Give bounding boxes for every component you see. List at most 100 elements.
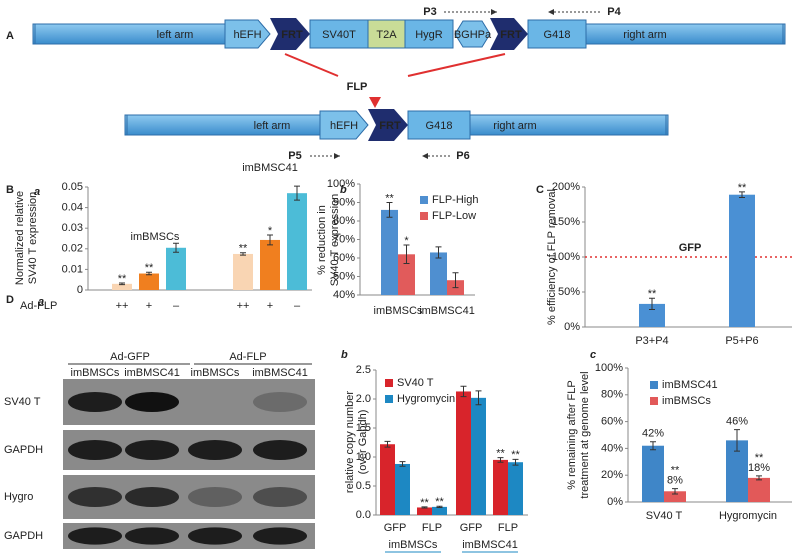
panel-label: b: [341, 349, 348, 361]
lane-label: imBMSC41: [252, 367, 308, 379]
bar: [417, 507, 432, 515]
band: [125, 487, 179, 507]
y-axis-label: % remaining after FLP: [566, 380, 578, 489]
x-tick-label: FLP: [498, 522, 518, 534]
error-bar: [399, 461, 406, 467]
y-tick-label: 50%: [558, 286, 580, 298]
group-label: imBMSCs: [131, 231, 180, 243]
element-label: BGHPa: [454, 29, 492, 41]
y-tick-label: 50%: [333, 270, 355, 282]
y-tick-label: 0.02: [62, 243, 83, 255]
gene-box: [367, 19, 406, 49]
y-tick-label: 1.0: [356, 451, 371, 463]
error-bar: [403, 244, 410, 265]
significance: **: [496, 447, 505, 459]
error-bar: [173, 242, 179, 253]
y-tick-label: 40%: [601, 442, 623, 454]
y-axis-label: % reduction in: [316, 205, 328, 275]
x-tick-label: ++: [237, 300, 250, 312]
band: [253, 392, 307, 412]
error-bar: [649, 297, 655, 310]
x-tick-label: SV40 T: [646, 510, 683, 522]
legend-swatch: [420, 212, 428, 220]
element-label: FRT: [379, 120, 401, 132]
error-bar: [460, 385, 467, 398]
y-axis-label: Normalized relative: [14, 191, 26, 285]
value-label: 42%: [642, 428, 664, 440]
legend-label: Hygromycin: [397, 393, 455, 405]
band: [125, 527, 179, 545]
group-label: imBMSC41: [462, 539, 518, 551]
error-bar: [497, 457, 504, 463]
promoter: [319, 110, 369, 140]
gene-box: [404, 19, 454, 49]
legend-label: SV40 T: [397, 377, 434, 389]
panel-label: D: [6, 294, 14, 306]
arrow-head: [491, 9, 497, 15]
panel-label: c: [590, 349, 596, 361]
frt-site: [270, 18, 310, 50]
significance: **: [420, 497, 429, 509]
group-label: imBMSCs: [389, 539, 438, 551]
legend-label: FLP-Low: [432, 210, 476, 222]
significance: *: [404, 235, 409, 247]
y-axis-label: (over Gapdh): [357, 410, 369, 475]
value-label: 18%: [748, 462, 770, 474]
legend-label: imBMSC41: [662, 379, 718, 391]
row-label: SV40 T: [4, 396, 41, 408]
y-tick-label: 2.0: [356, 393, 371, 405]
bar: [287, 193, 307, 290]
recombination-line: [407, 53, 506, 77]
band: [188, 527, 242, 545]
error-bar: [739, 191, 745, 198]
bar: [493, 459, 508, 515]
frt-site: [368, 109, 408, 141]
y-tick-label: 200%: [552, 181, 580, 193]
legend-swatch: [385, 395, 393, 403]
y-axis-label: treatment at genome level: [579, 371, 591, 498]
y-tick-label: 0%: [564, 321, 580, 333]
blot-header: Ad-FLP: [229, 351, 266, 363]
x-tick-label: ++: [116, 300, 129, 312]
band: [125, 392, 179, 412]
error-bar: [119, 282, 125, 286]
error-bar: [421, 506, 428, 509]
primer-label: P4: [607, 6, 621, 18]
error-bar: [384, 440, 391, 448]
x-tick-label: GFP: [460, 522, 483, 534]
bar: [456, 391, 471, 515]
x-tick-label: –: [173, 300, 180, 312]
recombination-line: [284, 53, 339, 77]
primer-label: P6: [456, 150, 469, 162]
error-bar: [452, 272, 459, 289]
row-label: Hygro: [4, 491, 33, 503]
element-label: right arm: [623, 29, 666, 41]
y-axis-label: relative copy number: [344, 391, 356, 493]
y-tick-label: 40%: [333, 289, 355, 301]
element-label: FRT: [281, 29, 303, 41]
x-tick-label: imBMSC41: [419, 305, 475, 317]
bar: [642, 445, 664, 502]
band: [188, 487, 242, 507]
panel-label: A: [6, 30, 14, 42]
legend-swatch: [650, 397, 658, 405]
x-axis-label: Ad-FLP: [20, 300, 57, 312]
element-label: hEFH: [233, 29, 261, 41]
band: [125, 440, 179, 460]
element-label: G418: [544, 29, 571, 41]
arm-segment: [32, 23, 226, 45]
band: [68, 487, 122, 507]
band: [253, 527, 307, 545]
bar: [639, 303, 665, 327]
y-tick-label: 80%: [333, 215, 355, 227]
legend-swatch: [650, 381, 658, 389]
y-tick-label: 0%: [607, 496, 623, 508]
band: [253, 487, 307, 507]
legend-label: imBMSCs: [662, 395, 711, 407]
significance: **: [145, 262, 154, 274]
bar: [381, 209, 398, 295]
bar: [166, 247, 186, 290]
gene-box: [407, 110, 471, 140]
error-bar: [734, 429, 740, 452]
y-tick-label: 0.5: [356, 480, 371, 492]
